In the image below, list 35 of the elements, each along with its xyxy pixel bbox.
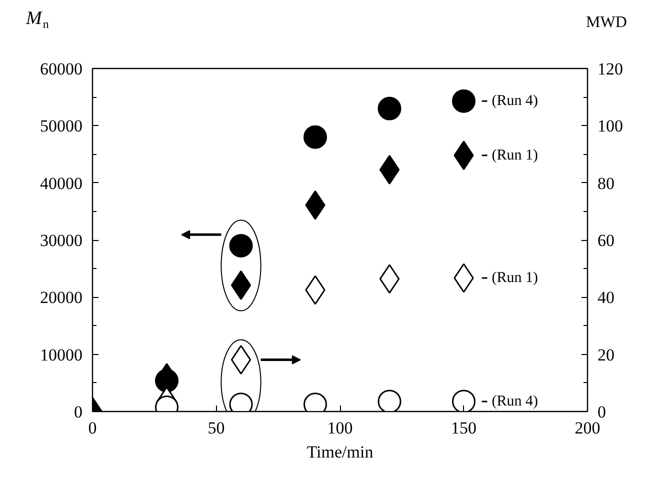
y-tick-label: 10000 [40,345,82,364]
point [230,270,252,300]
point [379,264,400,294]
y-tick-label: 50000 [40,116,82,136]
y-axis-title: M$_{n}$ [26,8,49,31]
y2-tick-label: 40 [598,288,614,308]
y-tick-label: 40000 [40,174,82,193]
y-tick-label: 20000 [40,288,82,308]
point [379,154,400,184]
point [378,390,402,412]
point [304,125,327,149]
y2-tick-label: 80 [598,174,614,193]
x-tick-label: 200 [574,418,600,438]
y2-tick-label: 0 [598,402,606,422]
x-tick-label: 150 [451,418,476,438]
y2-tick-label: 60 [598,231,614,250]
x-tick-label: 100 [327,418,353,438]
y2-tick-label: 20 [598,345,614,364]
y-tick-label: 0 [74,402,82,422]
legend-label: (Run 4) [492,393,538,410]
y-tick-label: 60000 [40,60,82,78]
y2-tick-label: 120 [598,60,623,78]
point [378,96,402,120]
x-axis-title: Time/min [306,442,374,462]
legend-label: (Run 4) [492,93,538,110]
point [452,390,476,412]
y2-tick-label: 100 [598,116,623,136]
x-tick-label: 50 [208,418,225,438]
point [229,234,253,258]
legend-label: (Run 1) [492,147,538,164]
x-tick-label: 0 [88,418,97,438]
legend-label: (Run 1) [492,270,538,286]
y-tick-label: 30000 [40,231,82,250]
point [452,89,476,113]
y2-axis-title: MWD [586,13,627,33]
